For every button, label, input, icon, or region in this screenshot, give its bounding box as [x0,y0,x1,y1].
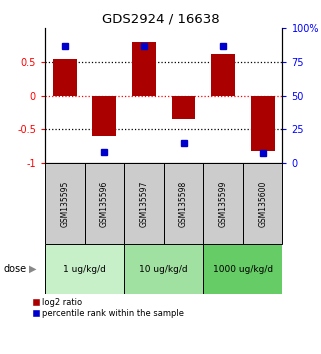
Bar [164,163,203,244]
Text: ▶: ▶ [29,264,36,274]
Legend: log2 ratio, percentile rank within the sample: log2 ratio, percentile rank within the s… [33,298,184,318]
Text: 10 ug/kg/d: 10 ug/kg/d [139,264,188,274]
Bar [211,54,235,96]
Text: GSM135600: GSM135600 [258,180,267,227]
Bar [45,163,84,244]
Bar [53,59,77,96]
Bar [124,163,164,244]
Text: GSM135595: GSM135595 [60,180,69,227]
Bar [124,244,203,294]
Bar [84,163,124,244]
Text: GSM135598: GSM135598 [179,181,188,227]
Text: 1 ug/kg/d: 1 ug/kg/d [63,264,106,274]
Text: GSM135599: GSM135599 [219,180,228,227]
Bar [172,96,195,119]
Text: GDS2924 / 16638: GDS2924 / 16638 [102,12,219,25]
Bar [243,163,282,244]
Bar [251,96,274,151]
Text: dose: dose [3,264,26,274]
Bar [203,244,282,294]
Text: GSM135597: GSM135597 [139,180,148,227]
Bar [92,96,116,136]
Bar [45,244,124,294]
Bar [203,163,243,244]
Text: GSM135596: GSM135596 [100,180,109,227]
Text: 1000 ug/kg/d: 1000 ug/kg/d [213,264,273,274]
Bar [132,42,156,96]
